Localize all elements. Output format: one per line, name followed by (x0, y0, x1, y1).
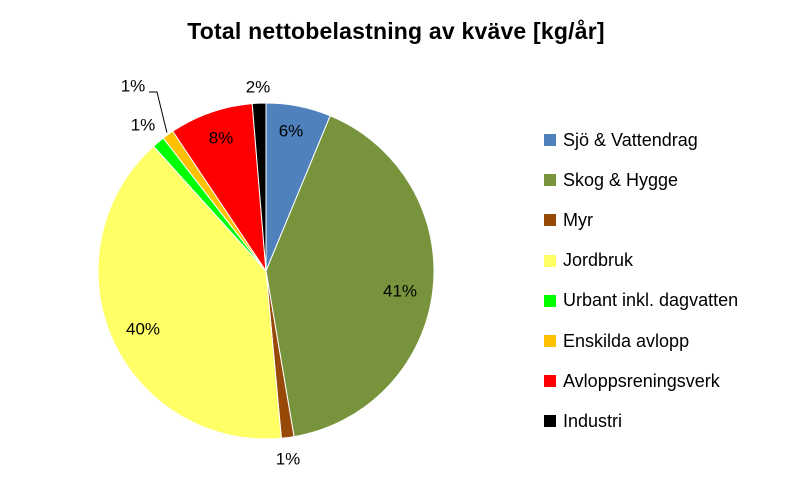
slice-label-8: 2% (246, 77, 271, 96)
slice-label-4: 40% (126, 319, 160, 338)
legend-item-3: Myr (544, 200, 738, 240)
legend-label: Sjö & Vattendrag (563, 129, 698, 150)
legend-item-7: Avloppsreningsverk (544, 361, 738, 401)
legend-item-8: Industri (544, 401, 738, 441)
slice-label-5: 1% (131, 115, 156, 134)
legend-label: Jordbruk (563, 250, 634, 271)
slice-label-3: 1% (276, 449, 301, 468)
legend-label: Skog & Hygge (563, 169, 679, 190)
legend-swatch (544, 415, 556, 428)
legend-swatch (544, 254, 556, 267)
legend-swatch (544, 174, 556, 187)
legend-item-2: Skog & Hygge (544, 160, 738, 200)
legend-label: Urbant inkl. dagvatten (563, 290, 739, 311)
legend-label: Avloppsreningsverk (563, 370, 720, 391)
legend-label: Myr (563, 209, 593, 230)
slice-label-7: 8% (209, 128, 234, 147)
legend-label: Industri (563, 410, 623, 431)
chart-title: Total nettobelastning av kväve [kg/år] (187, 18, 605, 44)
slice-label-1: 6% (279, 121, 304, 140)
legend-label: Enskilda avlopp (563, 330, 690, 351)
label-leader-line (149, 91, 168, 133)
legend-swatch (544, 375, 556, 388)
pie-slice-4 (97, 145, 282, 440)
slice-label-6: 1% (121, 76, 146, 95)
legend-item-4: Jordbruk (544, 241, 738, 281)
legend-swatch (544, 214, 556, 227)
legend-item-1: Sjö & Vattendrag (544, 120, 738, 160)
legend-swatch (544, 294, 556, 307)
legend-item-6: Enskilda avlopp (544, 321, 738, 361)
pie-slice-2 (265, 115, 435, 438)
pie-slice-8 (251, 102, 267, 272)
legend-swatch (544, 134, 556, 147)
slice-label-2: 41% (383, 281, 417, 300)
legend: Sjö & Vattendrag Skog & Hygge Myr Jordbruk U… (544, 120, 738, 442)
legend-swatch (544, 335, 556, 348)
legend-item-5: Urbant inkl. dagvatten (544, 281, 738, 321)
